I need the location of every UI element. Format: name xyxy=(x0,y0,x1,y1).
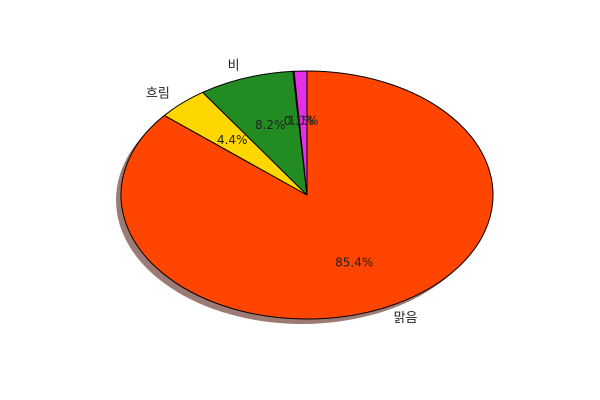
pie-slice xyxy=(202,70,308,196)
percent-label: 1.1% xyxy=(288,114,319,128)
percent-label: 4.4% xyxy=(217,133,248,147)
pie-slices xyxy=(120,70,494,320)
percent-label: 0.1% xyxy=(284,114,315,128)
category-label: 비 xyxy=(228,59,240,74)
percent-label: 8.2% xyxy=(255,118,286,132)
percent-label: 85.4% xyxy=(335,255,373,269)
pie-labels: 85.4% 맑음 4.4% 흐림 8.2% 비 0.1%1.1% xyxy=(146,59,418,326)
pie-slice xyxy=(293,70,308,196)
category-label: 맑음 xyxy=(394,311,418,326)
category-label: 흐림 xyxy=(146,86,170,101)
